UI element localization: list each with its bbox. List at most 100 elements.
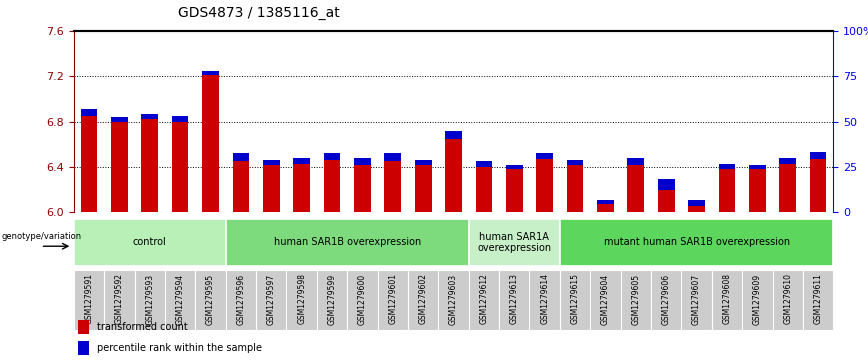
- Bar: [111, 117, 128, 122]
- Bar: [378, 270, 408, 330]
- Bar: [476, 161, 492, 167]
- Bar: [74, 270, 104, 330]
- Text: GSM1279609: GSM1279609: [753, 273, 762, 325]
- Text: GSM1279599: GSM1279599: [327, 273, 337, 325]
- Text: GSM1279612: GSM1279612: [479, 273, 489, 324]
- Bar: [469, 219, 560, 266]
- Bar: [81, 116, 97, 212]
- Bar: [742, 270, 773, 330]
- Bar: [749, 165, 766, 169]
- Text: GSM1279606: GSM1279606: [661, 273, 671, 325]
- Text: GSM1279600: GSM1279600: [358, 273, 367, 325]
- Bar: [111, 122, 128, 212]
- Text: mutant human SAR1B overexpression: mutant human SAR1B overexpression: [603, 237, 790, 247]
- Text: GSM1279593: GSM1279593: [145, 273, 155, 325]
- Bar: [74, 219, 226, 266]
- Text: GSM1279602: GSM1279602: [418, 273, 428, 325]
- Bar: [202, 75, 219, 212]
- Bar: [810, 152, 826, 159]
- Text: GSM1279603: GSM1279603: [449, 273, 458, 325]
- Bar: [172, 116, 188, 122]
- Text: GSM1279613: GSM1279613: [510, 273, 519, 325]
- Bar: [172, 122, 188, 212]
- Text: GDS4873 / 1385116_at: GDS4873 / 1385116_at: [178, 6, 339, 20]
- Text: GSM1279594: GSM1279594: [175, 273, 185, 325]
- Text: GSM1279615: GSM1279615: [570, 273, 580, 325]
- Bar: [476, 167, 492, 212]
- Bar: [681, 270, 712, 330]
- Bar: [536, 159, 553, 212]
- Bar: [810, 159, 826, 212]
- Bar: [78, 341, 89, 355]
- Bar: [415, 160, 431, 165]
- Bar: [141, 114, 158, 119]
- Bar: [597, 200, 614, 204]
- Text: GSM1279592: GSM1279592: [115, 273, 124, 325]
- Bar: [445, 131, 462, 139]
- Bar: [324, 160, 340, 212]
- Bar: [233, 153, 249, 161]
- Bar: [688, 205, 705, 212]
- Bar: [408, 270, 438, 330]
- Text: GSM1279591: GSM1279591: [84, 273, 94, 325]
- Text: GSM1279614: GSM1279614: [540, 273, 549, 325]
- Bar: [293, 164, 310, 212]
- Bar: [560, 219, 833, 266]
- Bar: [141, 119, 158, 212]
- Bar: [779, 164, 796, 212]
- Bar: [354, 158, 371, 165]
- Bar: [688, 200, 705, 205]
- Bar: [536, 154, 553, 159]
- Text: GSM1279610: GSM1279610: [783, 273, 792, 325]
- Bar: [438, 270, 469, 330]
- Bar: [779, 158, 796, 164]
- Bar: [499, 270, 529, 330]
- Bar: [104, 270, 135, 330]
- Text: GSM1279597: GSM1279597: [266, 273, 276, 325]
- Bar: [324, 154, 340, 160]
- Text: GSM1279608: GSM1279608: [722, 273, 732, 325]
- Bar: [719, 169, 735, 212]
- Bar: [263, 160, 279, 165]
- Bar: [263, 165, 279, 212]
- Bar: [165, 270, 195, 330]
- Text: GSM1279605: GSM1279605: [631, 273, 641, 325]
- Text: transformed count: transformed count: [97, 322, 188, 332]
- Bar: [445, 139, 462, 212]
- Text: GSM1279601: GSM1279601: [388, 273, 398, 325]
- Bar: [773, 270, 803, 330]
- Bar: [567, 160, 583, 165]
- Bar: [560, 270, 590, 330]
- Bar: [202, 70, 219, 75]
- Bar: [506, 165, 523, 169]
- Bar: [567, 165, 583, 212]
- Text: genotype/variation: genotype/variation: [2, 232, 82, 241]
- Bar: [651, 270, 681, 330]
- Bar: [256, 270, 286, 330]
- Bar: [658, 190, 674, 212]
- Bar: [597, 204, 614, 212]
- Bar: [78, 320, 89, 334]
- Text: GSM1279607: GSM1279607: [692, 273, 701, 325]
- Bar: [286, 270, 317, 330]
- Bar: [628, 165, 644, 212]
- Bar: [81, 109, 97, 116]
- Text: GSM1279598: GSM1279598: [297, 273, 306, 325]
- Bar: [749, 169, 766, 212]
- Bar: [712, 270, 742, 330]
- Bar: [226, 219, 469, 266]
- Text: human SAR1A
overexpression: human SAR1A overexpression: [477, 232, 551, 253]
- Bar: [658, 179, 674, 189]
- Text: GSM1279595: GSM1279595: [206, 273, 215, 325]
- Bar: [226, 270, 256, 330]
- Text: percentile rank within the sample: percentile rank within the sample: [97, 343, 262, 353]
- Bar: [195, 270, 226, 330]
- Bar: [354, 165, 371, 212]
- Bar: [385, 161, 401, 212]
- Bar: [529, 270, 560, 330]
- Bar: [293, 158, 310, 164]
- Bar: [803, 270, 833, 330]
- Text: GSM1279604: GSM1279604: [601, 273, 610, 325]
- Bar: [415, 165, 431, 212]
- Bar: [506, 169, 523, 212]
